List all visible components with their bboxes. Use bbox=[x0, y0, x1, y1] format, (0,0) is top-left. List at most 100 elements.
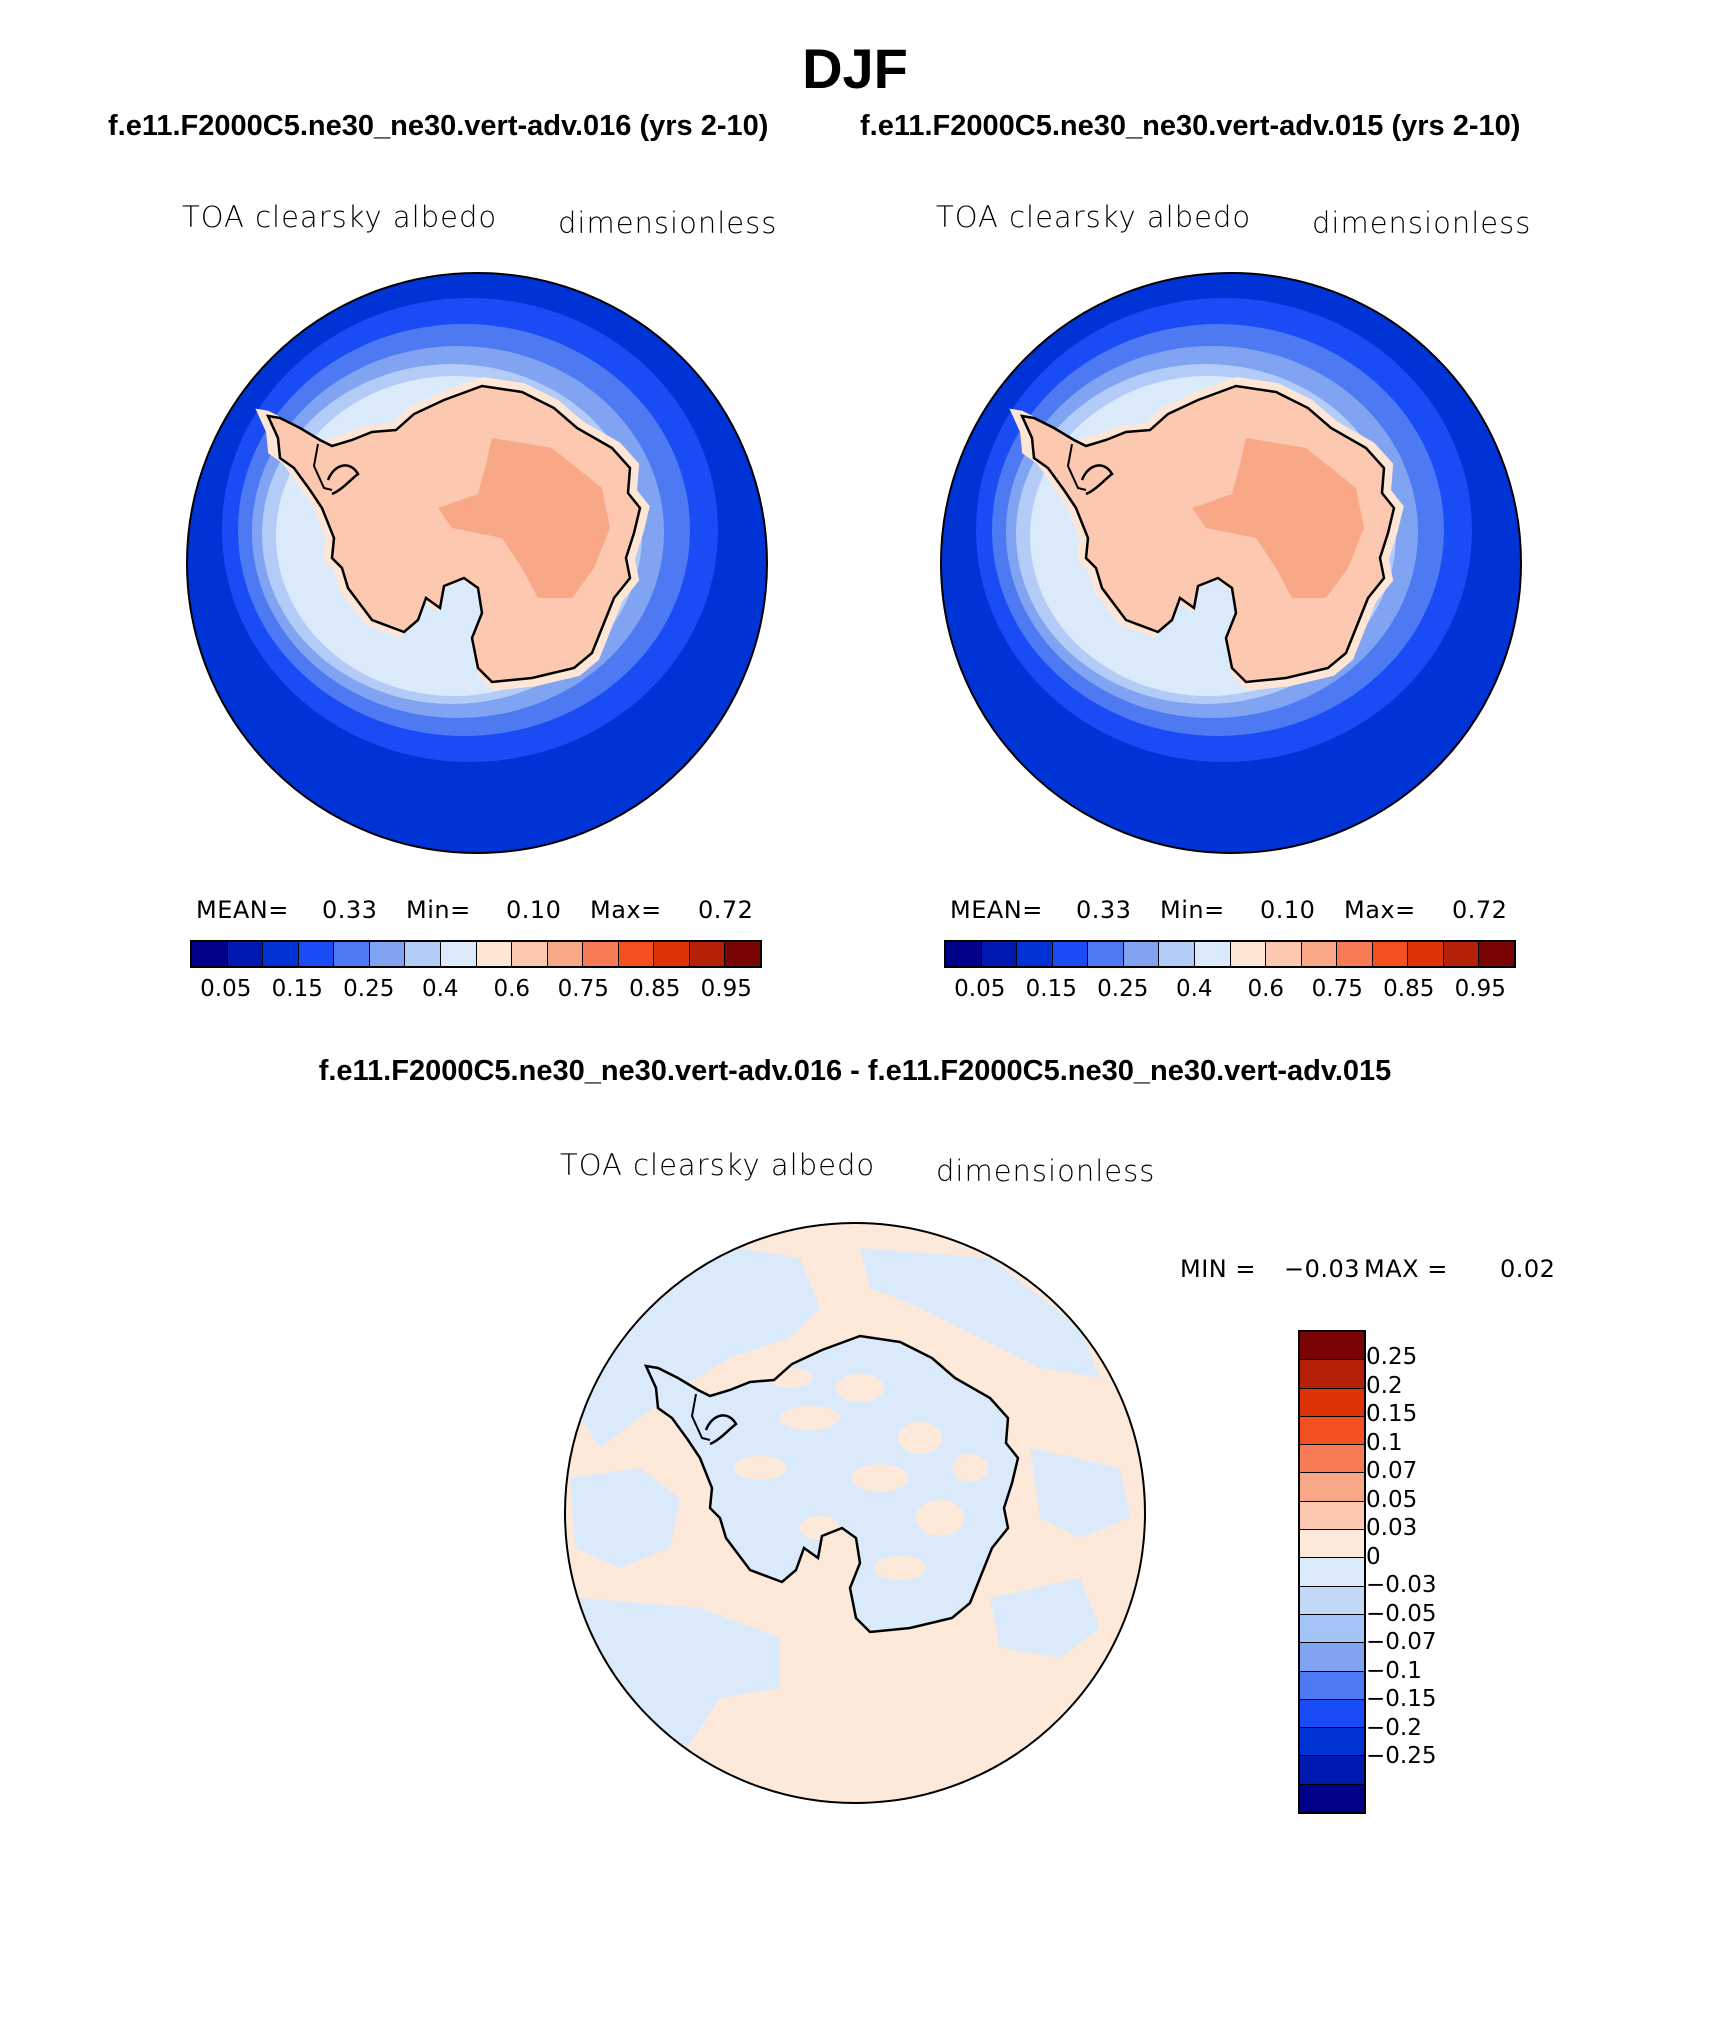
colorbar-tick-label: 0.75 bbox=[1311, 976, 1363, 1002]
colorbar-swatch bbox=[1301, 942, 1338, 966]
colorbar-tick-label: 0.15 bbox=[1025, 976, 1077, 1002]
colorbar-tick-label: 0.03 bbox=[1366, 1515, 1418, 1542]
east-plateau bbox=[1192, 438, 1364, 598]
colorbar-swatch bbox=[1300, 1473, 1364, 1502]
colorbar-swatch bbox=[1372, 942, 1409, 966]
colorbar-tick-label: 0.05 bbox=[1366, 1486, 1418, 1513]
colorbar-tick-label: 0.6 bbox=[493, 976, 531, 1002]
colorbar-swatch bbox=[1159, 942, 1195, 966]
negative-region bbox=[1030, 1448, 1130, 1538]
colorbar-swatch bbox=[1300, 1501, 1364, 1531]
colorbar-tick-label: −0.2 bbox=[1366, 1714, 1422, 1741]
figure-title: DJF bbox=[802, 37, 908, 100]
colorbar-swatch bbox=[1300, 1530, 1364, 1559]
difference-units-label: dimensionless bbox=[936, 1154, 1156, 1188]
left-antarctic-map bbox=[186, 272, 768, 854]
colorbar-tick-label: −0.25 bbox=[1366, 1743, 1437, 1770]
colorbar-tick-label: 0.2 bbox=[1366, 1372, 1403, 1399]
right-min-label: Min= bbox=[1160, 896, 1225, 924]
ice-shelf-outline bbox=[1080, 464, 1114, 496]
colorbar-tick-label: 0.1 bbox=[1366, 1429, 1403, 1456]
right-units-label: dimensionless bbox=[1312, 206, 1532, 240]
colorbar-swatch bbox=[654, 942, 690, 966]
right-mean-value: 0.33 bbox=[1076, 896, 1132, 924]
left-colorbar bbox=[190, 940, 762, 968]
right-colorbar bbox=[944, 940, 1516, 968]
colorbar-tick-label: 0.05 bbox=[954, 976, 1006, 1002]
left-max-label: Max= bbox=[590, 896, 662, 924]
difference-variable-label: TOA clearsky albedo bbox=[560, 1148, 876, 1182]
colorbar-swatch bbox=[1300, 1756, 1364, 1785]
peninsula-outline bbox=[690, 1393, 711, 1441]
colorbar-swatch bbox=[1230, 942, 1267, 966]
map-field bbox=[565, 1223, 1145, 1803]
colorbar-swatch bbox=[1300, 1332, 1364, 1361]
colorbar-swatch bbox=[689, 942, 726, 966]
positive-patch bbox=[898, 1422, 942, 1454]
colorbar-swatch bbox=[547, 942, 584, 966]
ice-sheet-negative bbox=[646, 1336, 1018, 1632]
colorbar-tick-label: 0.25 bbox=[1366, 1344, 1418, 1371]
colorbar-swatch bbox=[298, 942, 335, 966]
ice-shelf-outline bbox=[704, 1414, 738, 1446]
colorbar-tick-label: −0.15 bbox=[1366, 1686, 1437, 1713]
colorbar-swatch bbox=[440, 942, 477, 966]
difference-colorbar bbox=[1298, 1330, 1366, 1814]
left-mean-label: MEAN= bbox=[196, 896, 289, 924]
colorbar-tick-label: −0.05 bbox=[1366, 1600, 1437, 1627]
difference-min-value: −0.03 bbox=[1284, 1255, 1361, 1283]
peninsula-outline bbox=[312, 443, 333, 491]
colorbar-swatch bbox=[1300, 1416, 1364, 1446]
right-max-value: 0.72 bbox=[1452, 896, 1508, 924]
colorbar-swatch bbox=[1300, 1360, 1364, 1389]
colorbar-swatch bbox=[1017, 942, 1053, 966]
coastline bbox=[643, 1334, 1020, 1634]
right-min-value: 0.10 bbox=[1260, 896, 1316, 924]
colorbar-swatch bbox=[946, 942, 982, 966]
colorbar-swatch bbox=[405, 942, 441, 966]
left-min-label: Min= bbox=[406, 896, 471, 924]
colorbar-tick-label: 0.4 bbox=[1175, 976, 1213, 1002]
colorbar-swatch bbox=[981, 942, 1018, 966]
east-plateau bbox=[438, 438, 610, 598]
colorbar-tick-label: 0.05 bbox=[200, 976, 252, 1002]
colorbar-tick-label: 0 bbox=[1366, 1543, 1381, 1570]
positive-patch bbox=[734, 1456, 786, 1480]
colorbar-tick-label: 0.85 bbox=[1383, 976, 1435, 1002]
colorbar-swatch bbox=[334, 942, 370, 966]
colorbar-swatch bbox=[1300, 1699, 1364, 1729]
left-units-label: dimensionless bbox=[558, 206, 778, 240]
colorbar-swatch bbox=[1194, 942, 1231, 966]
colorbar-tick-label: 0.85 bbox=[629, 976, 681, 1002]
colorbar-swatch bbox=[476, 942, 513, 966]
colorbar-swatch bbox=[192, 942, 228, 966]
negative-region bbox=[990, 1578, 1100, 1658]
coastline bbox=[265, 384, 642, 684]
colorbar-tick-label: 0.07 bbox=[1366, 1458, 1418, 1485]
negative-region bbox=[860, 1248, 1100, 1378]
colorbar-tick-label: 0.15 bbox=[271, 976, 323, 1002]
right-antarctic-map bbox=[940, 272, 1522, 854]
difference-title: f.e11.F2000C5.ne30_ne30.vert-adv.016 - f… bbox=[318, 1055, 1392, 1087]
colorbar-swatch bbox=[227, 942, 264, 966]
colorbar-swatch bbox=[1479, 942, 1514, 966]
positive-patch bbox=[800, 1516, 840, 1540]
colorbar-swatch bbox=[1300, 1784, 1364, 1813]
colorbar-tick-label: 0.95 bbox=[1454, 976, 1506, 1002]
right-max-label: Max= bbox=[1344, 896, 1416, 924]
difference-max-value: 0.02 bbox=[1500, 1255, 1556, 1283]
colorbar-swatch bbox=[1337, 942, 1373, 966]
positive-patch bbox=[874, 1556, 926, 1580]
colorbar-swatch bbox=[583, 942, 619, 966]
colorbar-tick-label: −0.07 bbox=[1366, 1629, 1437, 1656]
colorbar-swatch bbox=[1052, 942, 1089, 966]
positive-patch bbox=[836, 1374, 884, 1402]
positive-patch bbox=[780, 1406, 840, 1430]
colorbar-swatch bbox=[1300, 1558, 1364, 1587]
colorbar-swatch bbox=[1300, 1614, 1364, 1644]
colorbar-swatch bbox=[618, 942, 655, 966]
map-field bbox=[941, 273, 1521, 853]
colorbar-tick-label: 0.25 bbox=[1097, 976, 1149, 1002]
right-variable-label: TOA clearsky albedo bbox=[936, 200, 1252, 234]
map-boundary bbox=[186, 272, 768, 854]
